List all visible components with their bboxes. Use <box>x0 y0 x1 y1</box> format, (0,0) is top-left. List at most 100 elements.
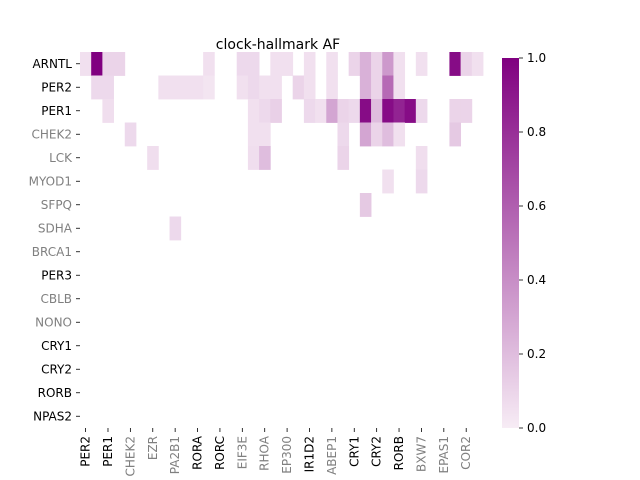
heatmap-cell <box>203 75 215 100</box>
heatmap-cell <box>371 75 383 100</box>
column-label: PER1 <box>101 436 115 467</box>
heatmap-cell <box>180 75 193 100</box>
heatmap-cell <box>236 52 249 76</box>
heatmap-cell <box>393 99 406 123</box>
heatmap-cell <box>415 169 428 194</box>
column-label: PA2B1 <box>168 436 182 474</box>
column-label: RORA <box>191 435 205 470</box>
heatmap-cell <box>415 99 428 123</box>
heatmap-cell <box>147 146 159 170</box>
heatmap-cell <box>382 52 394 76</box>
heatmap-cell <box>382 99 394 123</box>
heatmap-cell <box>315 99 327 123</box>
row-label: NONO <box>35 315 72 329</box>
heatmap-cell <box>247 122 260 147</box>
row-label: MYOD1 <box>29 174 72 188</box>
heatmap-cell <box>303 52 316 76</box>
heatmap-cell <box>348 99 361 123</box>
heatmap-cell <box>382 169 394 194</box>
heatmap-cell <box>449 99 462 123</box>
row-label: CRY2 <box>41 362 72 376</box>
column-label: CRY2 <box>370 436 384 467</box>
column-label: EZR <box>146 436 160 460</box>
column-label: RHOA <box>258 435 272 471</box>
column-labels: PER2 PER1 CHEK2 EZR PA2B1 RORA RORC EIF3E RHOA EP… <box>79 428 473 477</box>
colorbar-tick-label: 1.0 <box>527 51 546 65</box>
heatmap-cell <box>259 75 271 100</box>
heatmap-cell <box>102 52 114 76</box>
heatmap-cell <box>404 99 417 123</box>
heatmap-cell <box>326 75 338 100</box>
colorbar-tick-label: 0.8 <box>527 125 546 139</box>
heatmap-cell <box>359 193 372 217</box>
heatmap-cell <box>270 75 282 100</box>
heatmap-cell <box>91 52 103 76</box>
heatmap-cell <box>393 75 406 100</box>
column-label: BXW7 <box>414 436 428 472</box>
heatmap-cell <box>337 146 350 170</box>
heatmap-cell <box>247 75 260 100</box>
row-label: PER3 <box>41 268 72 282</box>
heatmap-cell <box>259 122 271 147</box>
heatmap-cell <box>337 122 350 147</box>
row-label: PER2 <box>41 80 72 94</box>
heatmap-cell <box>371 122 383 147</box>
column-label: COR2 <box>459 436 473 470</box>
column-label: RORC <box>213 436 227 470</box>
heatmap-cell <box>91 75 103 100</box>
heatmap-cell <box>102 75 114 100</box>
heatmap-cell <box>326 52 338 76</box>
row-label: NPAS2 <box>33 409 72 423</box>
heatmap-cell <box>281 52 294 76</box>
heatmap-cell <box>259 99 271 123</box>
heatmap-cell <box>460 99 473 123</box>
heatmap-cell <box>471 52 484 76</box>
heatmap-cell <box>460 52 473 76</box>
heatmap-cell <box>415 52 428 76</box>
row-label: CHEK2 <box>32 127 73 141</box>
column-label: EPAS1 <box>437 436 451 474</box>
column-label: PER2 <box>79 436 93 467</box>
heatmap-cell <box>359 75 372 100</box>
heatmap-cell <box>393 52 406 76</box>
heatmap-cell <box>371 52 383 76</box>
row-label: PER1 <box>41 104 72 118</box>
heatmap-cell <box>270 99 282 123</box>
heatmap-cell <box>303 99 316 123</box>
column-label: CHEK2 <box>123 436 137 477</box>
heatmap-cell <box>158 75 170 100</box>
heatmap-cell <box>124 122 137 147</box>
colorbar: 0.0 0.2 0.4 0.6 0.8 1.0 <box>502 51 546 435</box>
colorbar-tick-label: 0.2 <box>527 347 546 361</box>
heatmap-cell <box>326 99 338 123</box>
heatmap-cell <box>371 99 383 123</box>
column-label: IR1D2 <box>302 436 316 472</box>
heatmap-cell <box>348 52 361 76</box>
row-label: SFPQ <box>41 198 72 212</box>
column-label: CRY1 <box>347 436 361 467</box>
heatmap-cell <box>337 99 350 123</box>
heatmap-cell <box>259 146 271 170</box>
colorbar-gradient <box>502 58 519 428</box>
heatmap-cell <box>236 75 249 100</box>
colorbar-ticks: 0.0 0.2 0.4 0.6 0.8 1.0 <box>519 51 546 435</box>
row-label: CBLB <box>40 292 72 306</box>
heatmap-cell <box>359 99 372 123</box>
heatmap-cell <box>415 146 428 170</box>
row-label: ARNTL <box>32 57 72 71</box>
heatmap-cell <box>303 75 316 100</box>
colorbar-tick-label: 0.0 <box>527 421 546 435</box>
heatmap-cell <box>191 75 204 100</box>
row-label: LCK <box>49 151 73 165</box>
heatmap-cell <box>80 52 92 76</box>
heatmap-cell <box>247 146 260 170</box>
heatmap-cell <box>102 99 114 123</box>
heatmap-cell <box>270 52 282 76</box>
row-label: RORB <box>38 386 72 400</box>
heatmap-cell <box>203 52 215 76</box>
chart-title: clock-hallmark AF <box>216 37 340 53</box>
heatmap-cell <box>359 122 372 147</box>
heatmap-cell <box>382 122 394 147</box>
heatmap-cell <box>169 75 182 100</box>
